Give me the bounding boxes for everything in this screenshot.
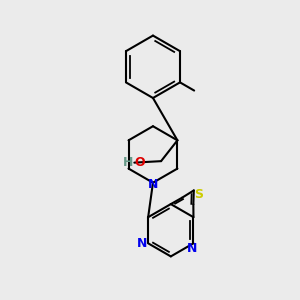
Text: N: N <box>136 237 147 250</box>
Text: S: S <box>194 188 203 201</box>
Text: H: H <box>122 156 133 169</box>
Text: O: O <box>134 156 145 169</box>
Text: N: N <box>187 242 197 255</box>
Text: N: N <box>148 178 158 191</box>
